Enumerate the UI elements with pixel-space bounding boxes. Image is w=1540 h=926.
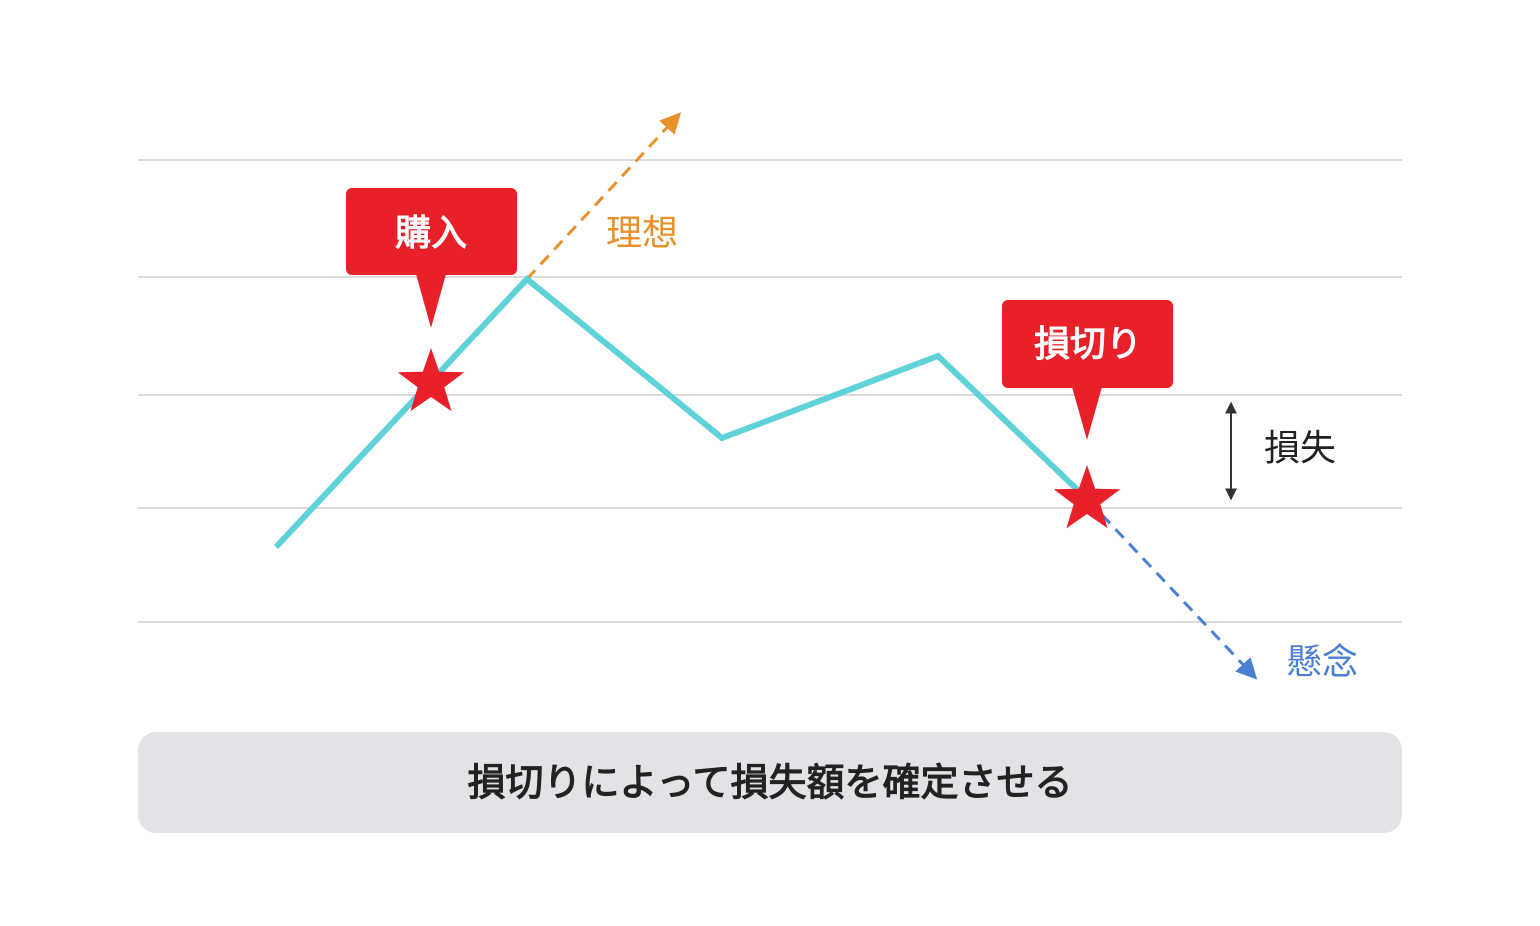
loss-label: 損失 (1264, 428, 1336, 469)
stop-loss-callout: 損切り (1002, 300, 1173, 440)
buy-star (397, 348, 465, 412)
concern-label: 懸念 (1286, 642, 1358, 683)
caption-box (138, 732, 1402, 833)
buy-callout: 購入 (346, 188, 517, 328)
callout-pointer (416, 274, 446, 328)
caption: 損切りによって損失額を確定させる (468, 761, 1073, 805)
grid (138, 159, 1402, 623)
stop-loss-star (1053, 465, 1121, 529)
callout-pointer (1072, 387, 1102, 440)
concern-arrow (1086, 498, 1258, 680)
stop-loss-label: 損切り (1034, 324, 1142, 365)
price-line (273, 274, 1091, 550)
callout-box (1002, 300, 1173, 388)
ideal-label: 理想 (606, 213, 678, 254)
callout-box (346, 188, 517, 275)
buy-label: 購入 (395, 213, 467, 254)
ideal-arrow (525, 112, 682, 281)
